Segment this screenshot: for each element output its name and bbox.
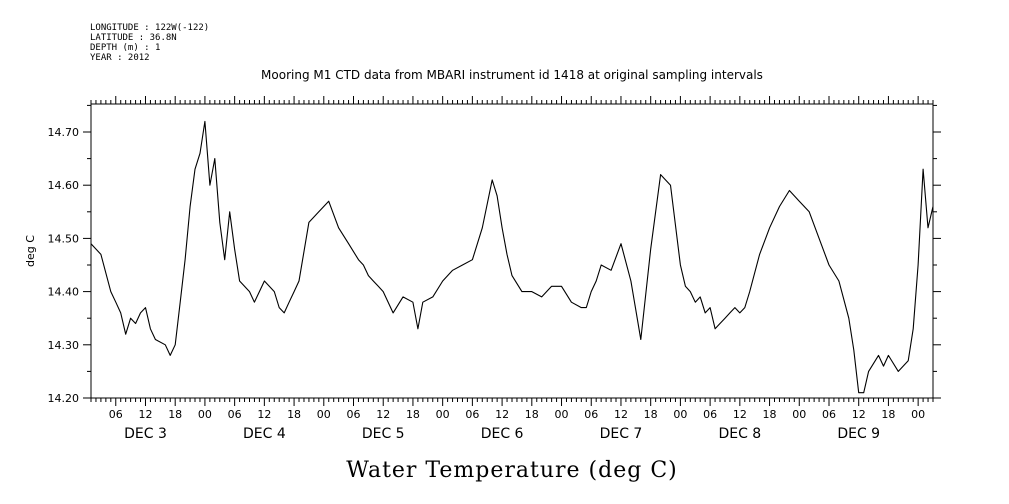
day-label: DEC 4 (243, 426, 286, 442)
x-tick-label: 06 (822, 408, 836, 421)
plot-frame (90, 103, 934, 399)
x-tick-label: 18 (168, 408, 182, 421)
y-tick-label: 14.60 (48, 179, 80, 192)
x-tick-label: 06 (347, 408, 361, 421)
x-tick-label: 00 (436, 408, 450, 421)
chart-title: Mooring M1 CTD data from MBARI instrumen… (261, 68, 763, 82)
x-tick-label: 18 (763, 408, 777, 421)
x-tick-label: 12 (852, 408, 866, 421)
y-tick-labels: 14.20 14.30 14.40 14.50 14.60 14.70 (48, 126, 80, 405)
day-label: DEC 8 (718, 426, 761, 442)
day-label: DEC 6 (481, 426, 524, 442)
x-tick-label: 06 (584, 408, 598, 421)
series-group (90, 120, 934, 394)
x-tick-label: 12 (495, 408, 509, 421)
x-tick-label: 18 (644, 408, 658, 421)
y-tick-label: 14.30 (48, 339, 80, 352)
x-tick-label: 18 (406, 408, 420, 421)
day-label: DEC 5 (362, 426, 405, 442)
y-axis-label: deg C (24, 235, 37, 267)
x-tick-label: 12 (257, 408, 271, 421)
x-tick-label: 00 (555, 408, 569, 421)
x-axis-label: Water Temperature (deg C) (346, 458, 678, 483)
day-label: DEC 9 (837, 426, 880, 442)
x-tick-label: 00 (317, 408, 331, 421)
day-label: DEC 7 (600, 426, 643, 442)
x-tick-label: 12 (614, 408, 628, 421)
y-tick-label: 14.20 (48, 392, 80, 405)
x-tick-label: 12 (376, 408, 390, 421)
x-tick-labels: 06 12 18 00 06 12 18 00 06 12 18 00 06 12 18 00 06 12 18 00… (109, 408, 925, 421)
metadata-block: LONGITUDE : 122W(-122) LATITUDE : 36.8N … (90, 23, 209, 63)
x-tick-label: 00 (673, 408, 687, 421)
meta-latitude: LATITUDE : 36.8N (90, 33, 177, 43)
x-tick-label: 18 (287, 408, 301, 421)
y-tick-label: 14.40 (48, 286, 80, 299)
x-tick-label: 00 (198, 408, 212, 421)
x-tick-label: 00 (911, 408, 925, 421)
meta-longitude: LONGITUDE : 122W(-122) (90, 23, 209, 33)
x-tick-label: 06 (465, 408, 479, 421)
x-tick-label: 00 (792, 408, 806, 421)
x-tick-label: 18 (881, 408, 895, 421)
y-tick-label: 14.70 (48, 126, 80, 139)
axis-ticks (83, 96, 941, 406)
day-label: DEC 3 (124, 426, 167, 442)
meta-year: YEAR : 2012 (90, 53, 150, 63)
y-tick-label: 14.50 (48, 232, 80, 245)
x-tick-label: 06 (109, 408, 123, 421)
x-tick-label: 06 (228, 408, 242, 421)
x-tick-label: 12 (138, 408, 152, 421)
series-line (90, 120, 934, 394)
x-tick-label: 12 (733, 408, 747, 421)
x-tick-label: 18 (525, 408, 539, 421)
x-tick-label: 06 (703, 408, 717, 421)
day-labels: DEC 3 DEC 4 DEC 5 DEC 6 DEC 7 DEC 8 DEC 9 (124, 426, 880, 442)
meta-depth: DEPTH (m) : 1 (90, 43, 160, 53)
